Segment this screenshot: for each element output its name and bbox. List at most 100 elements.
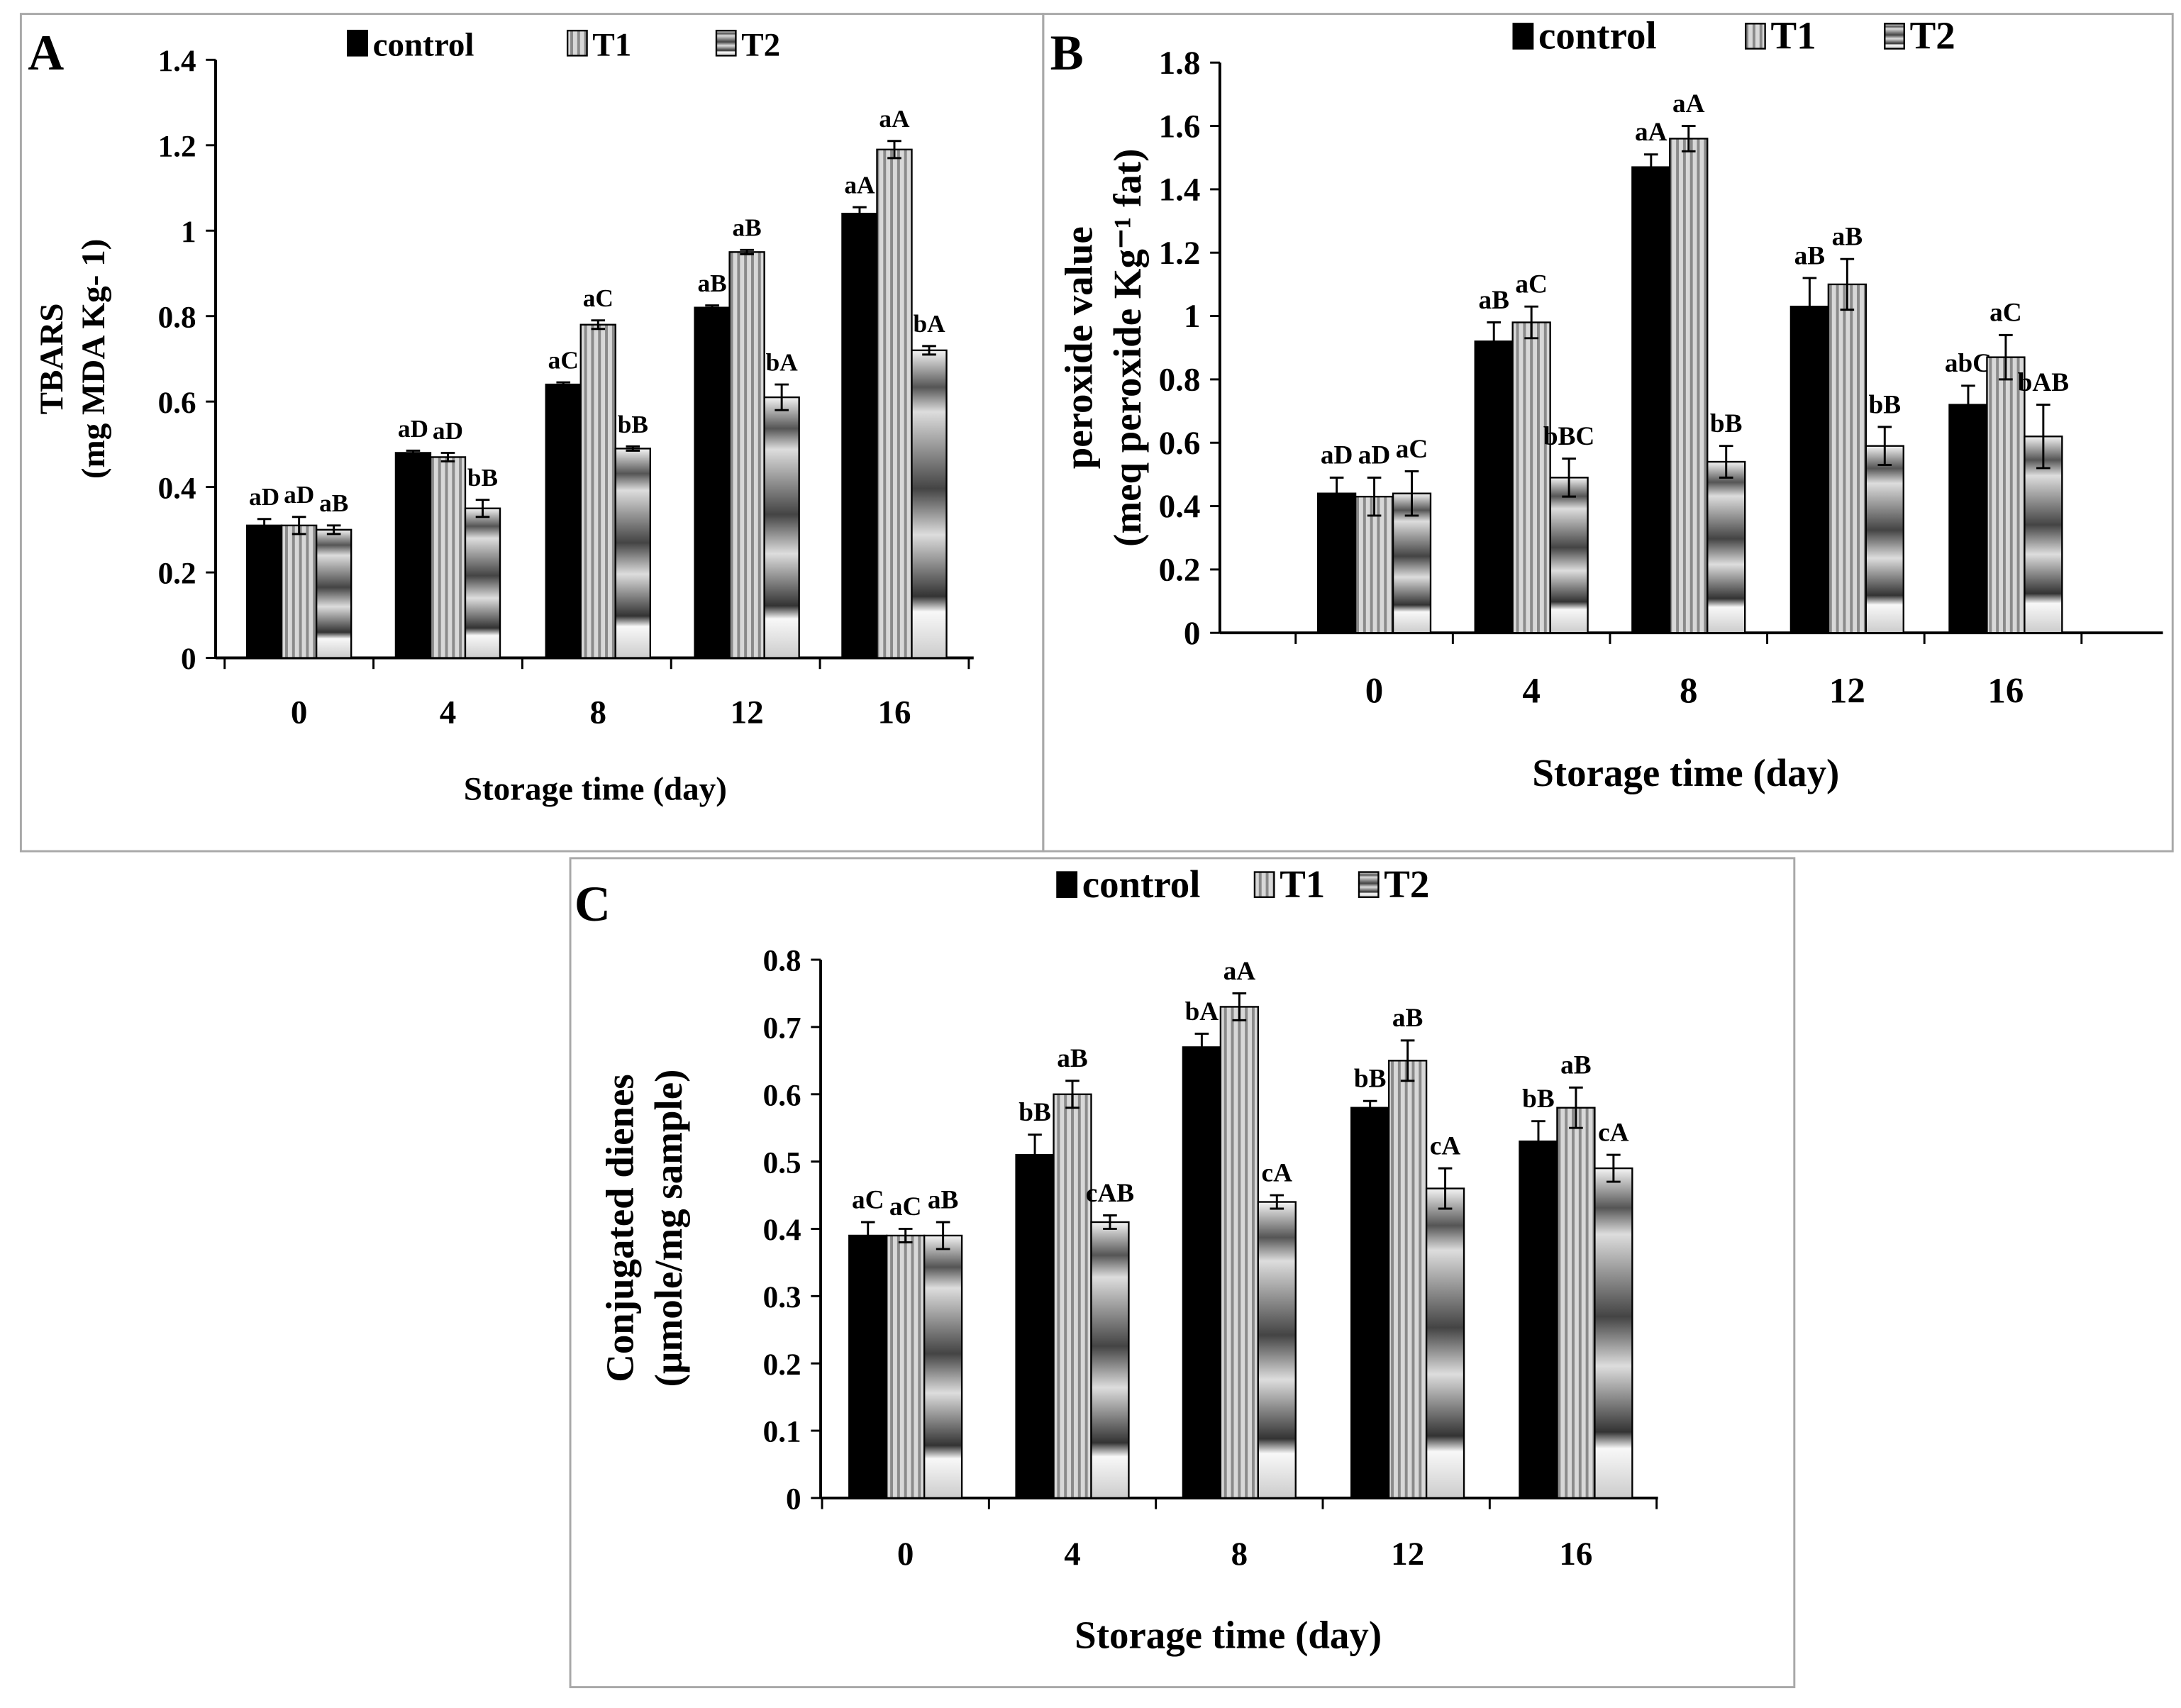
significance-label: aB — [928, 1185, 958, 1214]
x-axis-label: Storage time (day) — [464, 771, 727, 808]
significance-label: aC — [583, 284, 614, 312]
x-tick-label: 16 — [877, 694, 911, 731]
x-tick-label: 0 — [1365, 671, 1383, 711]
bar-control — [545, 383, 582, 659]
y-tick-label: 0.5 — [763, 1146, 801, 1180]
x-tick-label: 16 — [1559, 1536, 1592, 1573]
x-tick-label: 0 — [897, 1536, 914, 1573]
significance-label: aB — [1478, 286, 1509, 315]
y-tick-label: 1.6 — [1159, 108, 1201, 145]
bar-control — [848, 1234, 888, 1499]
significance-label: bB — [467, 464, 498, 492]
significance-label: aB — [1392, 1004, 1423, 1033]
significance-label: bB — [1710, 409, 1743, 438]
bar-t2 — [1706, 460, 1746, 634]
significance-label: cA — [1430, 1131, 1461, 1160]
y-tick-label: 0.2 — [763, 1348, 801, 1382]
bar-control — [1015, 1153, 1055, 1499]
y-tick-label: 0.6 — [1159, 425, 1201, 462]
significance-label: cA — [1598, 1119, 1629, 1148]
legend-label: T2 — [1384, 863, 1429, 906]
bar-t1 — [1669, 138, 1709, 634]
bar-t1 — [280, 524, 318, 659]
bar-t2 — [1549, 477, 1589, 634]
bar-t2 — [315, 528, 353, 659]
y-tick-label: 0 — [1184, 615, 1201, 652]
x-tick-label: 8 — [1231, 1536, 1248, 1573]
significance-label: aB — [1057, 1044, 1087, 1073]
significance-label: bA — [766, 348, 799, 376]
legend-label: control — [1538, 14, 1657, 57]
y-tick-label: 0.3 — [763, 1281, 801, 1314]
x-tick-label: 8 — [1680, 671, 1697, 711]
bar-control — [1474, 340, 1514, 634]
bar-t2 — [464, 507, 501, 659]
y-tick-label: 0.6 — [158, 387, 196, 420]
significance-label: aC — [1515, 270, 1548, 299]
bar-t1 — [728, 251, 765, 659]
panel-letter: C — [575, 877, 611, 932]
significance-label: aA — [844, 171, 875, 199]
significance-label: aC — [1396, 435, 1428, 464]
bar-control — [1316, 492, 1357, 634]
bar-control — [1182, 1046, 1222, 1499]
bar-control — [1519, 1140, 1558, 1499]
y-tick-label: 1 — [181, 216, 196, 249]
significance-label: aD — [398, 415, 428, 443]
legend-swatch-control — [347, 29, 368, 57]
y-axis-label: peroxide value — [1057, 226, 1100, 469]
significance-label: aD — [1358, 441, 1391, 470]
y-tick-label: 1 — [1184, 298, 1201, 335]
y-tick-label: 1.2 — [1159, 235, 1201, 272]
y-tick-label: 1.4 — [158, 45, 196, 78]
y-tick-label: 1.8 — [1159, 45, 1201, 82]
significance-label: aD — [284, 481, 314, 509]
bar-control — [694, 306, 731, 659]
significance-label: aB — [1832, 223, 1863, 252]
legend-swatch-control — [1512, 23, 1534, 50]
bar-t2 — [2024, 436, 2063, 634]
bar-control — [1789, 305, 1830, 634]
bar-control — [1350, 1107, 1390, 1499]
x-tick-label: 4 — [1064, 1536, 1081, 1573]
y-axis-label: (µmole/mg sample) — [647, 1070, 690, 1387]
bar-t1 — [886, 1234, 926, 1499]
y-axis-label: (meq peroxide Kg⁻¹ fat) — [1106, 149, 1149, 547]
bar-control — [394, 452, 432, 659]
y-tick-label: 0.8 — [763, 945, 801, 978]
y-tick-label: 0 — [786, 1483, 801, 1516]
y-tick-label: 0.4 — [763, 1214, 801, 1247]
bar-t1 — [876, 148, 913, 659]
x-tick-label: 4 — [1522, 671, 1540, 711]
panel-frame — [569, 857, 1796, 1689]
x-tick-label: 12 — [731, 694, 764, 731]
significance-label: bA — [1185, 997, 1219, 1026]
significance-label: aB — [319, 489, 348, 517]
bar-t1 — [1053, 1093, 1092, 1499]
legend-label: control — [373, 26, 475, 63]
significance-label: bBC — [1543, 422, 1594, 451]
significance-label: aD — [249, 483, 279, 511]
legend-label: T2 — [741, 26, 780, 63]
bar-t1 — [1556, 1107, 1596, 1499]
x-axis-label: Storage time (day) — [1075, 1614, 1382, 1657]
y-tick-label: 0.4 — [1159, 488, 1201, 525]
bar-t1 — [1387, 1060, 1428, 1499]
x-tick-label: 12 — [1391, 1536, 1424, 1573]
bar-t2 — [923, 1234, 963, 1499]
significance-label: aD — [1321, 441, 1353, 470]
y-tick-label: 1.2 — [158, 130, 196, 163]
y-tick-label: 0.4 — [158, 472, 196, 505]
bar-t2 — [1257, 1201, 1297, 1499]
legend-swatch-t2 — [1358, 871, 1380, 898]
panel-letter: B — [1050, 26, 1084, 81]
bar-control — [1948, 404, 1988, 634]
y-axis-label: (mg MDA Kg- 1) — [75, 239, 112, 479]
legend-label: control — [1082, 863, 1201, 906]
legend-label: T1 — [1280, 863, 1325, 906]
y-tick-label: 0.6 — [763, 1079, 801, 1112]
panel-letter: A — [28, 26, 64, 81]
significance-label: bB — [1019, 1098, 1051, 1127]
x-tick-label: 16 — [1987, 671, 2024, 711]
x-tick-label: 8 — [590, 694, 607, 731]
